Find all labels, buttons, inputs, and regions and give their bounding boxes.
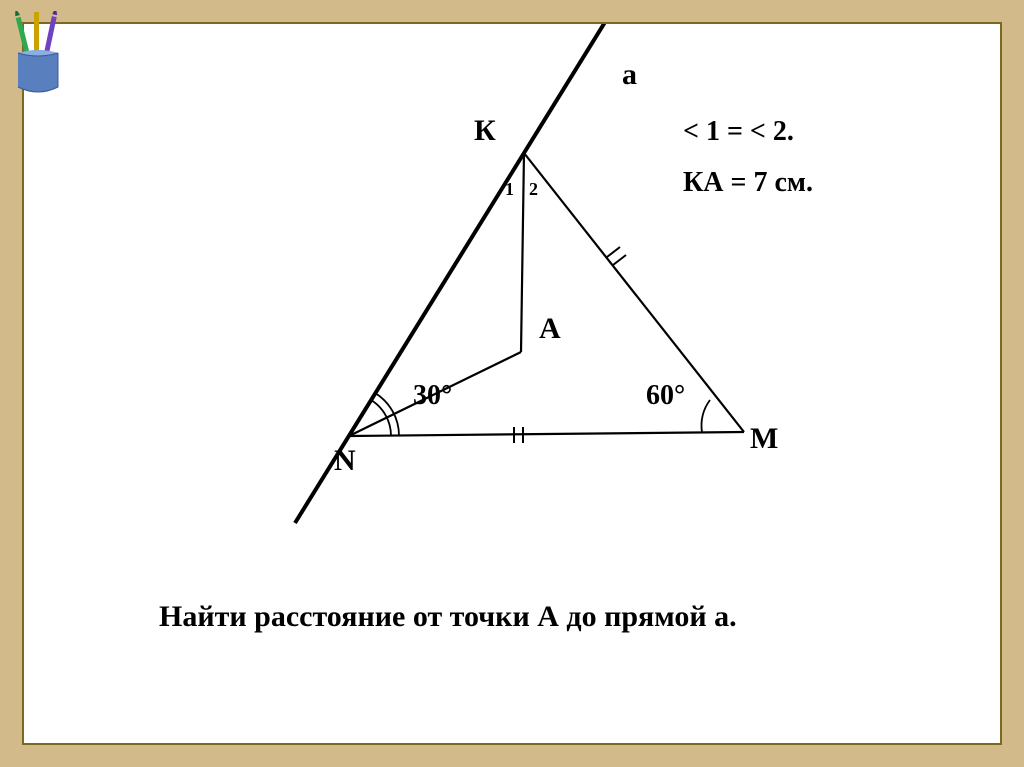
side-nm xyxy=(349,432,744,436)
label-angle-1: 1 xyxy=(505,179,514,200)
geometry-diagram xyxy=(24,24,1004,747)
angle-n-value: 30° xyxy=(413,380,452,412)
label-point-a: А xyxy=(539,312,561,346)
label-point-n: N xyxy=(334,444,356,478)
label-angle-2: 2 xyxy=(529,179,538,200)
label-point-m: М xyxy=(750,422,778,456)
slide-frame: а К N М А 1 2 30° 60° < 1 = < 2. КА = 7 … xyxy=(0,0,1024,767)
segment-ka xyxy=(521,153,524,352)
label-line-a: а xyxy=(622,58,637,92)
angle-arc-m xyxy=(701,400,710,432)
label-point-k: К xyxy=(474,114,496,148)
inner-frame: а К N М А 1 2 30° 60° < 1 = < 2. КА = 7 … xyxy=(22,22,1002,745)
given-line-1: < 1 = < 2. xyxy=(683,116,794,148)
given-line-2: КА = 7 см. xyxy=(683,167,813,199)
question-text: Найти расстояние от точки А до прямой а. xyxy=(159,600,737,634)
angle-arc-n xyxy=(371,393,399,436)
angle-m-value: 60° xyxy=(646,380,685,412)
